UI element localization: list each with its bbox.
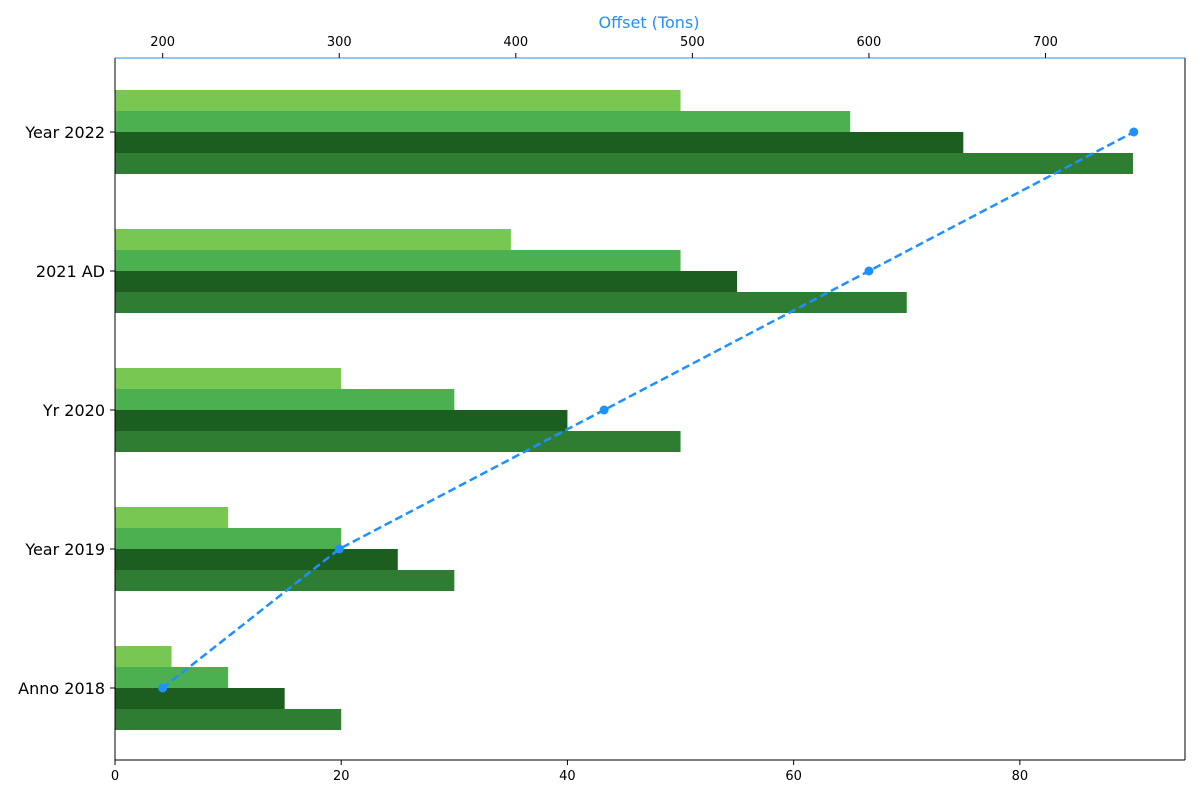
bars-layer <box>115 90 1133 730</box>
top-tick-label: 600 <box>857 35 882 50</box>
bar <box>115 709 342 730</box>
bar <box>115 111 851 132</box>
bar <box>115 431 681 452</box>
top-tick-label: 500 <box>680 35 705 50</box>
top-tick-label: 200 <box>150 35 175 50</box>
x-tick-label: 0 <box>111 769 119 784</box>
axes-layer: 0 20 40 60 80 200 300 400 500 600 700 Anno 2018 Year… <box>18 35 1186 784</box>
offset-point <box>158 683 168 693</box>
y-tick-label: Year 2022 <box>24 123 105 142</box>
offset-point <box>599 405 609 415</box>
bar <box>115 667 229 688</box>
offset-point <box>864 266 874 276</box>
offset-line-layer <box>158 127 1139 693</box>
bar <box>115 646 172 667</box>
top-tick-label: 300 <box>327 35 352 50</box>
bar <box>115 410 568 431</box>
bar <box>115 549 398 570</box>
bar <box>115 570 455 591</box>
x-tick-label: 80 <box>1012 769 1029 784</box>
bar <box>115 292 907 313</box>
bar <box>115 389 455 410</box>
top-tick-label: 400 <box>503 35 528 50</box>
bar <box>115 271 738 292</box>
x-tick-label: 60 <box>785 769 802 784</box>
x-tick-label: 40 <box>559 769 576 784</box>
y-tick-label: Year 2019 <box>24 540 105 559</box>
bar <box>115 132 964 153</box>
bar <box>115 90 681 111</box>
top-tick-label: 700 <box>1033 35 1058 50</box>
bar <box>115 368 342 389</box>
y-tick-label: Yr 2020 <box>42 401 105 420</box>
x-tick-label: 20 <box>333 769 350 784</box>
offset-point <box>1129 127 1139 137</box>
y-tick-label: Anno 2018 <box>18 679 105 698</box>
bar <box>115 250 681 271</box>
bar <box>115 229 511 250</box>
bar <box>115 507 229 528</box>
offset-point <box>334 544 344 554</box>
bar <box>115 688 285 709</box>
bar <box>115 528 342 549</box>
bar <box>115 153 1133 174</box>
top-axis-title: Offset (Tons) <box>599 13 700 32</box>
y-tick-label: 2021 AD <box>36 262 105 281</box>
